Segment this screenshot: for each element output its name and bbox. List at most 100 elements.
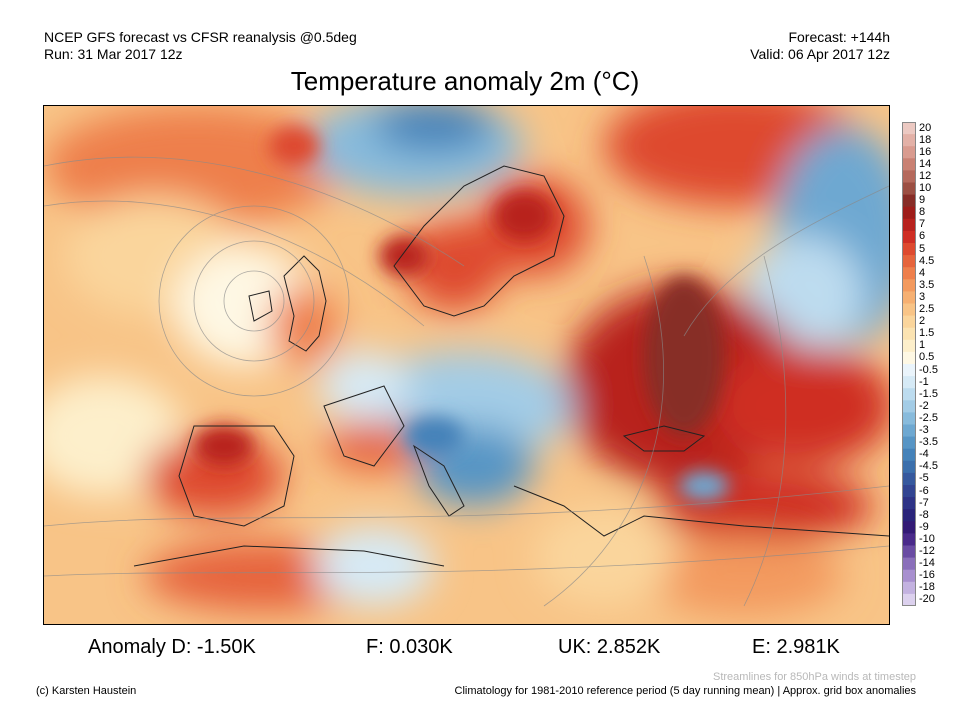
colorbar-swatch — [902, 557, 916, 571]
colorbar-label: -2 — [919, 399, 929, 412]
colorbar-label: 7 — [919, 218, 926, 231]
colorbar-swatch — [902, 569, 916, 583]
colorbar-swatch — [902, 545, 916, 559]
colorbar-swatch — [902, 291, 916, 304]
stat-e: E: 2.981K — [752, 636, 840, 658]
stat-f: F: 0.030K — [366, 636, 453, 658]
colorbar-label: 12 — [919, 170, 932, 182]
map-title: Temperature anomaly 2m (°C) — [290, 66, 640, 96]
model-line: NCEP GFS forecast vs CFSR reanalysis @0.… — [44, 29, 357, 45]
colorbar-swatch — [902, 593, 916, 606]
colorbar-label: -0.5 — [919, 363, 938, 376]
colorbar-label: -3 — [919, 424, 929, 437]
colorbar-label: -8 — [919, 508, 929, 521]
colorbar-label: 1 — [919, 339, 926, 352]
colorbar-swatch — [902, 460, 916, 474]
colorbar-swatch — [902, 279, 916, 292]
colorbar — [902, 122, 916, 606]
colorbar-swatch — [902, 170, 916, 183]
colorbar-label: -1.5 — [919, 387, 938, 400]
climatology-note: Climatology for 1981-2010 reference peri… — [454, 685, 916, 697]
colorbar-outline — [902, 122, 916, 606]
colorbar-label: 3.5 — [919, 278, 935, 291]
colorbar-swatch — [902, 134, 916, 147]
colorbar-swatch — [902, 485, 916, 498]
colorbar-swatch — [902, 376, 916, 389]
colorbar-label: -6 — [919, 484, 929, 497]
colorbar-swatch — [902, 327, 916, 341]
colorbar-label: 3 — [919, 290, 926, 303]
valid-line: Valid: 06 Apr 2017 12z — [750, 46, 890, 62]
anomaly-map-canvas — [44, 106, 889, 624]
colorbar-label: 1.5 — [919, 327, 935, 340]
colorbar-label: 5 — [919, 242, 926, 255]
colorbar-swatch — [902, 533, 916, 546]
colorbar-swatch — [902, 424, 916, 438]
colorbar-swatch — [902, 364, 916, 377]
colorbar-label: -9 — [919, 520, 929, 533]
anomaly-blobs — [44, 106, 889, 616]
colorbar-label: 14 — [919, 157, 932, 170]
colorbar-label: 20 — [919, 121, 932, 134]
colorbar-label: -7 — [919, 496, 929, 509]
colorbar-swatch — [902, 509, 916, 522]
colorbar-swatch — [902, 194, 916, 208]
colorbar-swatch — [902, 412, 916, 425]
colorbar-swatch — [902, 497, 916, 510]
stat-anomaly-d: Anomaly D: -1.50K — [88, 636, 256, 658]
stat-uk: UK: 2.852K — [558, 636, 661, 658]
colorbar-swatch — [902, 521, 916, 534]
colorbar-swatch — [902, 448, 916, 462]
colorbar-label: 0.5 — [919, 351, 935, 364]
colorbar-swatch — [902, 339, 916, 353]
colorbar-swatch — [902, 388, 916, 401]
colorbar-swatch — [902, 303, 916, 317]
header-left: NCEP GFS forecast vs CFSR reanalysis @0.… — [44, 29, 357, 63]
colorbar-swatch — [902, 255, 916, 268]
colorbar-label: 9 — [919, 194, 926, 207]
colorbar-swatch — [902, 581, 916, 595]
colorbar-label: -12 — [919, 545, 935, 557]
colorbar-label: 2.5 — [919, 303, 935, 316]
colorbar-swatch — [902, 472, 916, 486]
colorbar-swatch — [902, 243, 916, 256]
colorbar-swatch — [902, 158, 916, 171]
colorbar-label: -20 — [919, 593, 935, 606]
colorbar-swatch — [902, 400, 916, 413]
colorbar-label: 8 — [919, 206, 926, 219]
colorbar-label: 2 — [919, 315, 926, 328]
colorbar-label: -10 — [919, 532, 935, 545]
colorbar-swatch — [902, 267, 916, 280]
forecast-line: Forecast: +144h — [788, 29, 890, 45]
colorbar-swatch — [902, 230, 916, 244]
colorbar-label: 18 — [919, 133, 932, 146]
colorbar-label: -5 — [919, 472, 929, 485]
run-line: Run: 31 Mar 2017 12z — [44, 46, 183, 62]
colorbar-label: -4.5 — [919, 460, 938, 473]
colorbar-swatch — [902, 351, 916, 365]
colorbar-label: 16 — [919, 145, 932, 158]
colorbar-swatch — [902, 436, 916, 450]
header-right: Forecast: +144h Valid: 06 Apr 2017 12z — [750, 29, 890, 63]
colorbar-label: -2.5 — [919, 411, 938, 424]
colorbar-label: -4 — [919, 448, 929, 461]
colorbar-label: 10 — [919, 182, 932, 195]
colorbar-swatch — [902, 206, 916, 220]
colorbar-swatch — [902, 218, 916, 232]
anomaly-detail — [194, 126, 729, 501]
colorbar-label: -3.5 — [919, 436, 938, 449]
colorbar-label: -16 — [919, 569, 935, 582]
wind-streamlines — [44, 156, 889, 607]
coastlines — [133, 165, 889, 567]
colorbar-label: 6 — [919, 230, 926, 243]
colorbar-label: 4 — [919, 266, 926, 279]
colorbar-label: -1 — [919, 375, 929, 388]
anomaly-map — [43, 105, 890, 625]
colorbar-swatch — [902, 182, 916, 196]
streamline-note: Streamlines for 850hPa winds at timestep — [713, 671, 916, 683]
colorbar-swatch — [902, 122, 916, 135]
colorbar-label: -18 — [919, 581, 935, 594]
credit: (c) Karsten Haustein — [36, 685, 137, 697]
colorbar-label: 4.5 — [919, 254, 935, 267]
colorbar-label: -14 — [919, 557, 935, 570]
